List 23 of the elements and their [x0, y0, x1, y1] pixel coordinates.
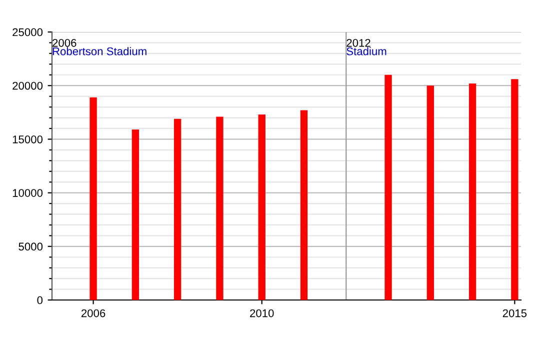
annotation: Robertson Stadium	[52, 47, 146, 56]
bar	[258, 114, 266, 300]
bar	[90, 97, 97, 300]
y-tick-label: 0	[37, 296, 43, 304]
y-tick-label: 15000	[12, 135, 43, 144]
y-tick-label: 25000	[12, 28, 43, 36]
bar	[384, 74, 392, 300]
bar	[174, 118, 182, 300]
bar	[132, 130, 140, 300]
bar	[216, 116, 224, 300]
y-tick-label: 5000	[18, 242, 43, 251]
y-tick-label: 20000	[12, 82, 43, 90]
annotation: Stadium	[346, 47, 386, 56]
annotation: 2006	[52, 38, 76, 47]
x-tick-label: 2006	[81, 309, 106, 318]
bar	[426, 86, 434, 300]
bar	[511, 79, 518, 300]
bar	[300, 110, 308, 300]
annotation: 2012	[346, 38, 370, 47]
x-tick-label: 2010	[250, 309, 274, 318]
y-tick-label: 10000	[12, 189, 43, 197]
x-tick-label: 2015	[502, 309, 527, 318]
bar	[468, 83, 476, 300]
